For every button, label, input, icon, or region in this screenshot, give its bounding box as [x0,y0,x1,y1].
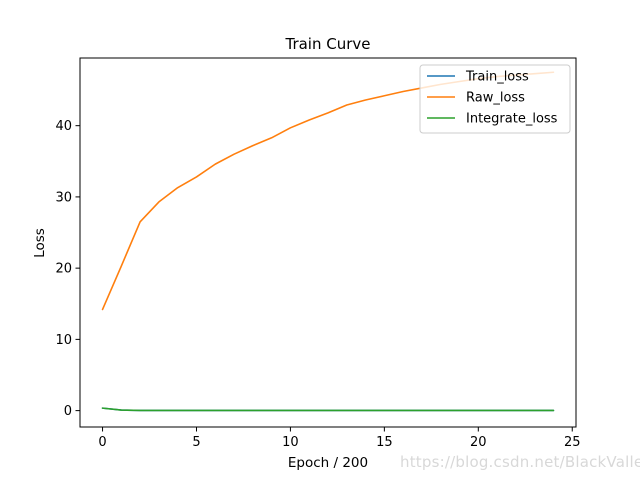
y-tick-label: 0 [64,404,72,419]
legend-label-raw-loss: Raw_loss [466,91,525,106]
legend-label-integrate-loss: Integrate_loss [466,112,558,127]
x-tick-label: 25 [564,435,581,450]
watermark: https://blog.csdn.net/BlackValley [400,453,640,471]
y-tick-label: 40 [55,119,72,134]
legend-items: Train_loss Raw_loss Integrate_loss [427,70,558,127]
legend-label-train-loss: Train_loss [465,70,529,85]
y-tick-labels: 0 10 20 30 40 [55,119,72,419]
x-tick-marks [102,427,573,432]
y-tick-label: 10 [55,333,72,348]
chart-title: Train Curve [284,35,370,53]
x-tick-labels: 0 5 10 15 20 25 [98,435,580,450]
y-tick-marks [75,125,80,412]
x-tick-label: 0 [98,435,106,450]
x-tick-label: 10 [282,435,299,450]
legend-box [419,64,571,134]
y-tick-label: 30 [55,190,72,205]
series-line-integrate-loss [101,407,555,412]
legend: Train_loss Raw_loss Integrate_loss [419,64,571,134]
x-tick-label: 15 [376,435,393,450]
y-axis-label: Loss [32,228,48,258]
y-tick-label: 20 [55,262,72,277]
x-axis-label: Epoch / 200 [288,455,368,471]
x-tick-label: 20 [470,435,487,450]
x-tick-label: 5 [192,435,200,450]
plot-frame [79,57,577,428]
